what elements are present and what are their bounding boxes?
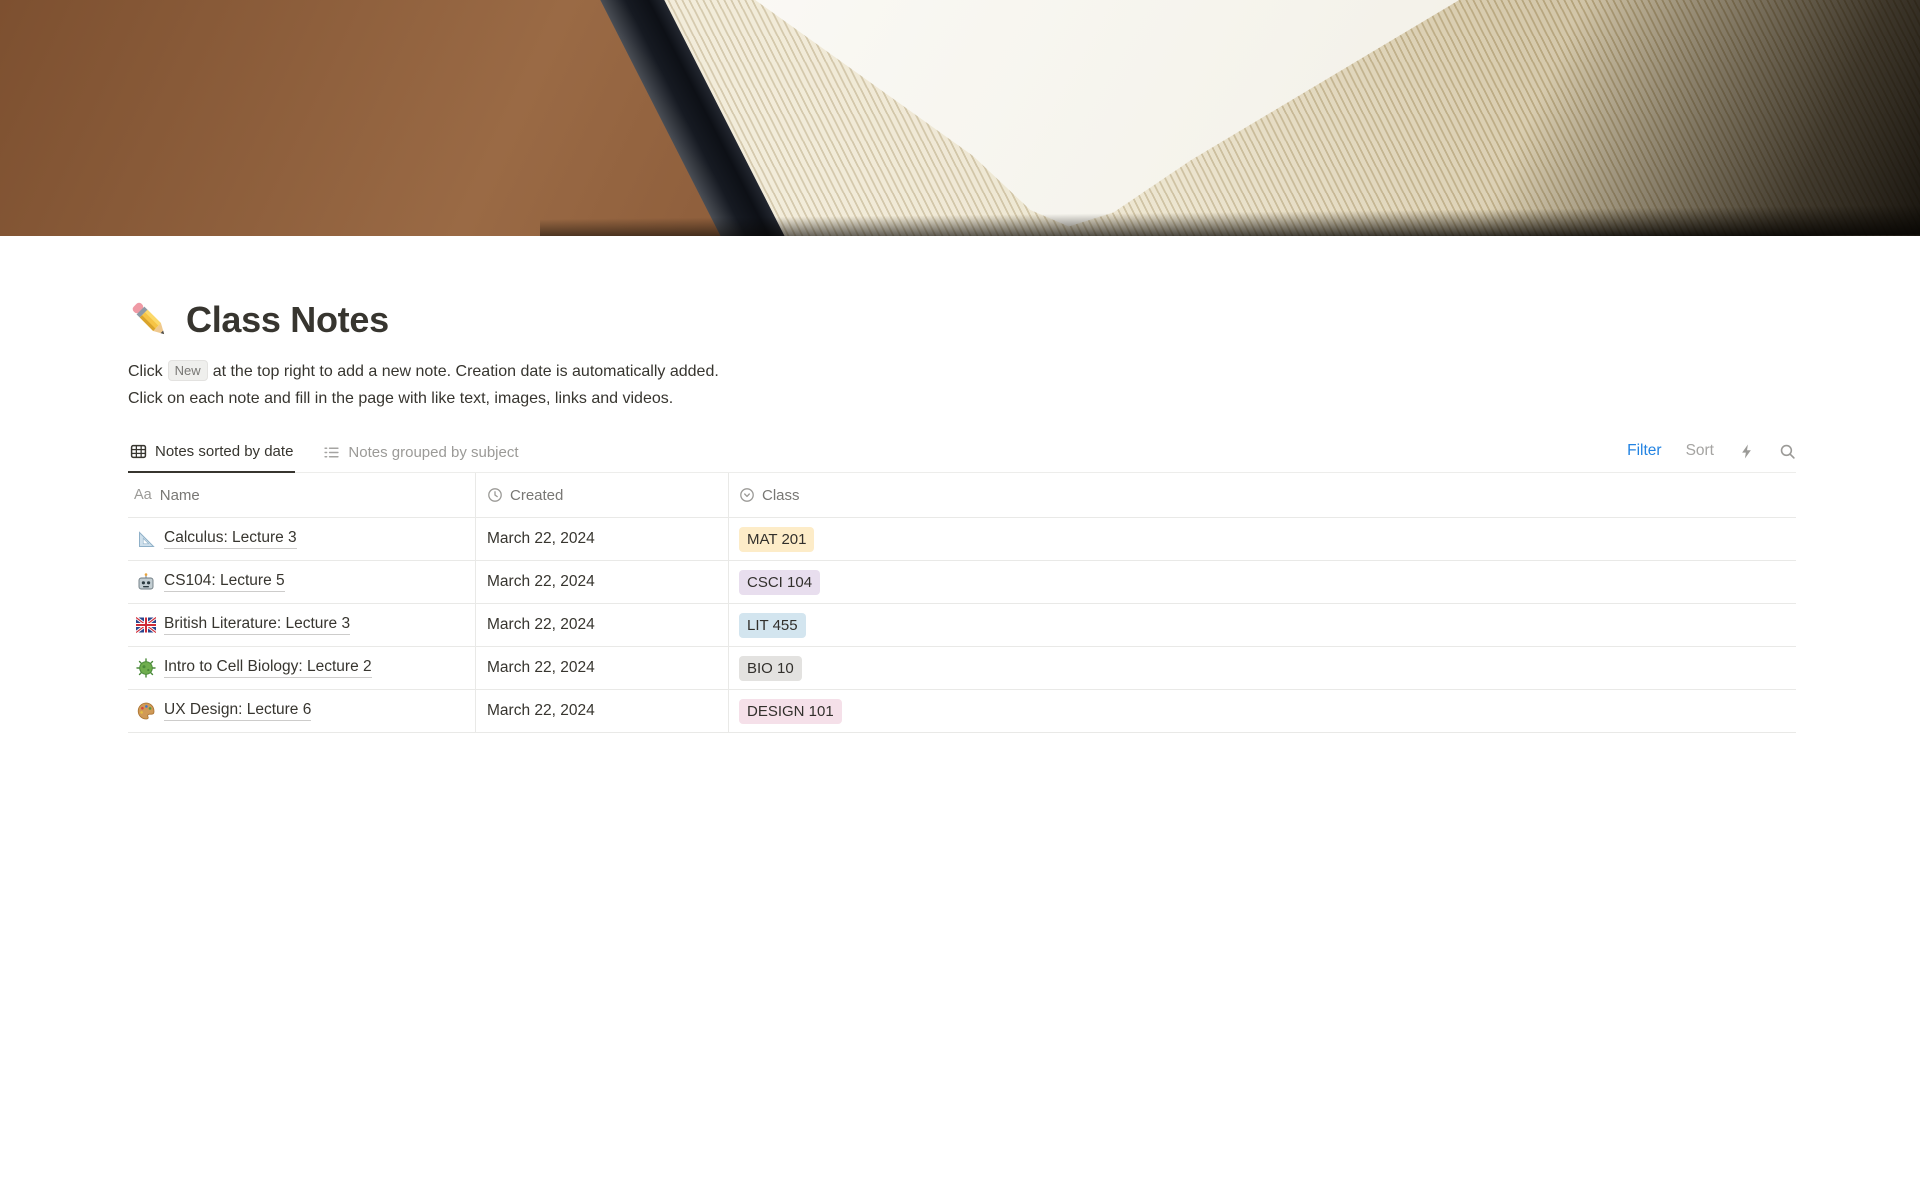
table-row[interactable]: CS104: Lecture 5 March 22, 2024 CSCI 104: [128, 561, 1796, 604]
note-link[interactable]: British Literature: Lecture 3: [164, 615, 351, 635]
note-link[interactable]: Intro to Cell Biology: Lecture 2: [164, 658, 372, 678]
view-controls: Filter Sort: [1627, 442, 1796, 472]
new-button-mention: New: [167, 360, 208, 381]
pencil-icon: [132, 302, 165, 335]
table-row[interactable]: UX Design: Lecture 6 March 22, 2024 DESI…: [128, 690, 1796, 733]
note-link[interactable]: Calculus: Lecture 3: [164, 529, 297, 549]
created-date: March 22, 2024: [487, 530, 595, 547]
tab-notes-grouped-by-subject[interactable]: Notes grouped by subject: [321, 435, 520, 472]
created-date: March 22, 2024: [487, 659, 595, 676]
list-view-icon: [324, 447, 340, 458]
sort-button[interactable]: Sort: [1685, 442, 1714, 459]
column-header-class[interactable]: Class: [729, 473, 1796, 517]
table-row[interactable]: Calculus: Lecture 3 March 22, 2024 MAT 2…: [128, 518, 1796, 561]
microbe-icon: [136, 658, 156, 678]
lightning-icon[interactable]: [1738, 443, 1755, 460]
tab-notes-sorted-by-date[interactable]: Notes sorted by date: [128, 434, 296, 473]
page-title: Class Notes: [186, 299, 389, 340]
table-row[interactable]: British Literature: Lecture 3 March 22, …: [128, 604, 1796, 647]
tab-label: Notes grouped by subject: [348, 444, 519, 461]
created-date: March 22, 2024: [487, 702, 595, 719]
palette-icon: [137, 702, 155, 720]
text-type-icon: Aa: [134, 487, 152, 503]
created-date: March 22, 2024: [487, 573, 595, 590]
column-header-name[interactable]: Aa Name: [128, 473, 476, 517]
table-view-icon: [130, 444, 147, 459]
description-line-2: Click on each note and fill in the page …: [128, 390, 674, 407]
search-icon[interactable]: [1779, 443, 1796, 460]
class-tag: DESIGN 101: [739, 698, 842, 724]
page-cover-image: [0, 0, 1920, 236]
robot-icon: [138, 573, 154, 590]
notes-table: Aa Name Created Class: [128, 473, 1796, 733]
tab-label: Notes sorted by date: [155, 443, 294, 460]
class-tag: BIO 10: [739, 655, 802, 681]
created-date: March 22, 2024: [487, 616, 595, 633]
view-tab-bar: Notes sorted by date Notes grouped by su…: [128, 434, 1796, 473]
class-tag: MAT 201: [739, 526, 815, 552]
class-tag: LIT 455: [739, 612, 806, 638]
page-header: Class Notes: [128, 298, 1796, 342]
table-row[interactable]: Intro to Cell Biology: Lecture 2 March 2…: [128, 647, 1796, 690]
uk-flag-icon: [136, 616, 156, 634]
page-description: Click New at the top right to add a new no…: [128, 358, 1796, 412]
cover-shadow-corner: [0, 0, 1920, 236]
filter-button[interactable]: Filter: [1627, 442, 1662, 459]
created-time-icon: [488, 488, 502, 502]
column-header-created[interactable]: Created: [476, 473, 729, 517]
select-type-icon: [740, 488, 754, 502]
triangular-ruler-icon: [139, 531, 155, 547]
note-link[interactable]: UX Design: Lecture 6: [164, 701, 312, 721]
note-link[interactable]: CS104: Lecture 5: [164, 572, 285, 592]
description-line-1: Click New at the top right to add a new no…: [128, 358, 1796, 385]
class-tag: CSCI 104: [739, 569, 821, 595]
table-header-row: Aa Name Created Class: [128, 473, 1796, 518]
